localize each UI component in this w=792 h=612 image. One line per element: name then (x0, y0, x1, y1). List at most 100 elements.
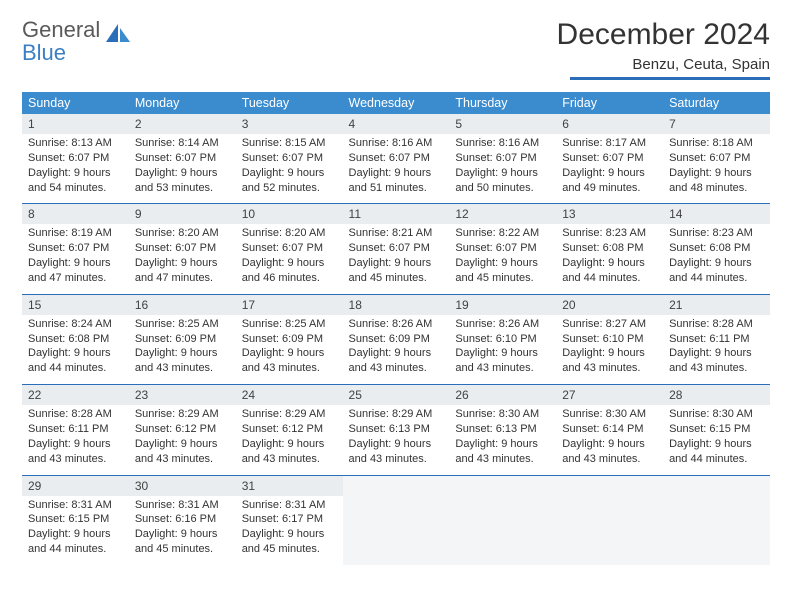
sunrise-line: Sunrise: 8:16 AM (349, 136, 444, 151)
day-number-cell: 5 (449, 114, 556, 134)
sunrise-line: Sunrise: 8:26 AM (349, 317, 444, 332)
day-data-row: Sunrise: 8:13 AMSunset: 6:07 PMDaylight:… (22, 134, 770, 204)
daylight-line: Daylight: 9 hours and 50 minutes. (455, 166, 550, 196)
sunrise-line: Sunrise: 8:19 AM (28, 226, 123, 241)
title-block: December 2024 Benzu, Ceuta, Spain (557, 18, 770, 80)
sunset-line: Sunset: 6:07 PM (135, 151, 230, 166)
sunrise-line: Sunrise: 8:29 AM (135, 407, 230, 422)
sunset-line: Sunset: 6:09 PM (349, 332, 444, 347)
sunrise-line: Sunrise: 8:31 AM (28, 498, 123, 513)
sunrise-line: Sunrise: 8:29 AM (349, 407, 444, 422)
day-number-row: 1234567 (22, 114, 770, 134)
day-data-cell: Sunrise: 8:30 AMSunset: 6:15 PMDaylight:… (663, 405, 770, 475)
daylight-line: Daylight: 9 hours and 43 minutes. (349, 346, 444, 376)
day-data-cell: Sunrise: 8:17 AMSunset: 6:07 PMDaylight:… (556, 134, 663, 204)
sunrise-line: Sunrise: 8:16 AM (455, 136, 550, 151)
daylight-line: Daylight: 9 hours and 45 minutes. (349, 256, 444, 286)
daylight-line: Daylight: 9 hours and 43 minutes. (455, 346, 550, 376)
day-data-cell: Sunrise: 8:20 AMSunset: 6:07 PMDaylight:… (236, 224, 343, 294)
month-title: December 2024 (557, 18, 770, 52)
sunrise-line: Sunrise: 8:23 AM (669, 226, 764, 241)
day-number-cell: 3 (236, 114, 343, 134)
sunrise-line: Sunrise: 8:27 AM (562, 317, 657, 332)
day-number-cell: 11 (343, 204, 450, 225)
sunset-line: Sunset: 6:07 PM (349, 151, 444, 166)
daylight-line: Daylight: 9 hours and 49 minutes. (562, 166, 657, 196)
day-data-cell: Sunrise: 8:29 AMSunset: 6:12 PMDaylight:… (236, 405, 343, 475)
sunset-line: Sunset: 6:14 PM (562, 422, 657, 437)
sunset-line: Sunset: 6:13 PM (455, 422, 550, 437)
sail-icon (104, 22, 134, 46)
day-data-cell: Sunrise: 8:31 AMSunset: 6:15 PMDaylight:… (22, 496, 129, 565)
calendar-body: 1234567Sunrise: 8:13 AMSunset: 6:07 PMDa… (22, 114, 770, 565)
day-data-cell: Sunrise: 8:29 AMSunset: 6:12 PMDaylight:… (129, 405, 236, 475)
day-data-cell (449, 496, 556, 565)
sunrise-line: Sunrise: 8:28 AM (669, 317, 764, 332)
sunrise-line: Sunrise: 8:25 AM (135, 317, 230, 332)
sunset-line: Sunset: 6:07 PM (455, 241, 550, 256)
daylight-line: Daylight: 9 hours and 47 minutes. (135, 256, 230, 286)
day-data-cell: Sunrise: 8:27 AMSunset: 6:10 PMDaylight:… (556, 315, 663, 385)
day-number-cell (343, 475, 450, 496)
day-number-cell: 10 (236, 204, 343, 225)
dow-saturday: Saturday (663, 92, 770, 114)
daylight-line: Daylight: 9 hours and 44 minutes. (669, 437, 764, 467)
sunrise-line: Sunrise: 8:29 AM (242, 407, 337, 422)
day-data-row: Sunrise: 8:28 AMSunset: 6:11 PMDaylight:… (22, 405, 770, 475)
sunrise-line: Sunrise: 8:21 AM (349, 226, 444, 241)
sunset-line: Sunset: 6:07 PM (455, 151, 550, 166)
sunset-line: Sunset: 6:13 PM (349, 422, 444, 437)
day-number-cell: 26 (449, 385, 556, 406)
sunrise-line: Sunrise: 8:30 AM (455, 407, 550, 422)
daylight-line: Daylight: 9 hours and 51 minutes. (349, 166, 444, 196)
day-number-cell: 25 (343, 385, 450, 406)
sunrise-line: Sunrise: 8:30 AM (669, 407, 764, 422)
calendar-table: Sunday Monday Tuesday Wednesday Thursday… (22, 92, 770, 565)
day-data-cell: Sunrise: 8:26 AMSunset: 6:10 PMDaylight:… (449, 315, 556, 385)
day-data-cell: Sunrise: 8:19 AMSunset: 6:07 PMDaylight:… (22, 224, 129, 294)
sunset-line: Sunset: 6:11 PM (28, 422, 123, 437)
daylight-line: Daylight: 9 hours and 43 minutes. (455, 437, 550, 467)
sunrise-line: Sunrise: 8:20 AM (242, 226, 337, 241)
day-number-cell: 7 (663, 114, 770, 134)
day-data-cell: Sunrise: 8:29 AMSunset: 6:13 PMDaylight:… (343, 405, 450, 475)
day-data-cell (556, 496, 663, 565)
daylight-line: Daylight: 9 hours and 48 minutes. (669, 166, 764, 196)
sunset-line: Sunset: 6:08 PM (28, 332, 123, 347)
brand-logo: General Blue (22, 18, 134, 64)
day-number-cell: 15 (22, 294, 129, 315)
day-number-cell: 4 (343, 114, 450, 134)
daylight-line: Daylight: 9 hours and 43 minutes. (242, 437, 337, 467)
sunset-line: Sunset: 6:07 PM (562, 151, 657, 166)
brand-word2: Blue (22, 40, 66, 65)
sunset-line: Sunset: 6:12 PM (135, 422, 230, 437)
day-number-row: 293031 (22, 475, 770, 496)
dow-tuesday: Tuesday (236, 92, 343, 114)
day-number-row: 15161718192021 (22, 294, 770, 315)
sunset-line: Sunset: 6:07 PM (135, 241, 230, 256)
brand-text: General Blue (22, 18, 100, 64)
sunset-line: Sunset: 6:09 PM (242, 332, 337, 347)
sunrise-line: Sunrise: 8:18 AM (669, 136, 764, 151)
daylight-line: Daylight: 9 hours and 44 minutes. (669, 256, 764, 286)
day-number-cell: 23 (129, 385, 236, 406)
dow-friday: Friday (556, 92, 663, 114)
sunset-line: Sunset: 6:08 PM (669, 241, 764, 256)
day-number-cell: 18 (343, 294, 450, 315)
sunrise-line: Sunrise: 8:17 AM (562, 136, 657, 151)
sunset-line: Sunset: 6:10 PM (562, 332, 657, 347)
sunset-line: Sunset: 6:10 PM (455, 332, 550, 347)
daylight-line: Daylight: 9 hours and 46 minutes. (242, 256, 337, 286)
day-data-cell: Sunrise: 8:26 AMSunset: 6:09 PMDaylight:… (343, 315, 450, 385)
day-data-cell: Sunrise: 8:30 AMSunset: 6:13 PMDaylight:… (449, 405, 556, 475)
daylight-line: Daylight: 9 hours and 43 minutes. (349, 437, 444, 467)
day-number-cell: 30 (129, 475, 236, 496)
day-number-cell: 28 (663, 385, 770, 406)
day-data-cell: Sunrise: 8:16 AMSunset: 6:07 PMDaylight:… (343, 134, 450, 204)
day-data-cell: Sunrise: 8:28 AMSunset: 6:11 PMDaylight:… (22, 405, 129, 475)
sunset-line: Sunset: 6:15 PM (28, 512, 123, 527)
sunrise-line: Sunrise: 8:31 AM (242, 498, 337, 513)
sunrise-line: Sunrise: 8:26 AM (455, 317, 550, 332)
sunset-line: Sunset: 6:07 PM (28, 241, 123, 256)
daylight-line: Daylight: 9 hours and 45 minutes. (135, 527, 230, 557)
